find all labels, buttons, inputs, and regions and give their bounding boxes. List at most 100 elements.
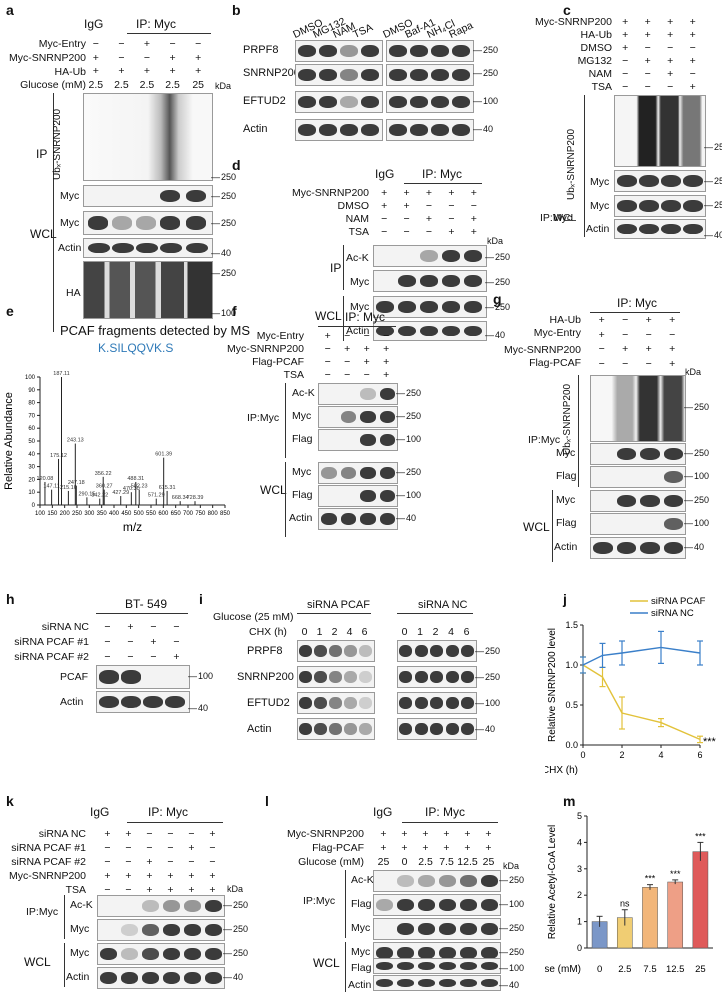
lane-sign: + [143, 65, 151, 78]
lane-sign: + [485, 842, 492, 854]
mw-marker: 250 [223, 924, 248, 934]
blot-right [386, 119, 474, 141]
blot-label: Myc [350, 301, 370, 313]
x-tick-label: 300 [84, 511, 95, 517]
y-tick-label: 0 [32, 503, 36, 509]
lane-sign: − [425, 226, 433, 238]
ms-peak-label: 147.11 [43, 484, 59, 490]
band [399, 645, 412, 657]
blot-ub [83, 93, 213, 181]
row-label: Flag-PCAF [312, 842, 364, 854]
blot [373, 918, 501, 940]
lane-sign: + [470, 187, 477, 199]
blot-left [295, 91, 383, 113]
ub-label: Ubₓ-SNRNP200 [52, 108, 63, 180]
x-tick-label: 0 [597, 964, 602, 975]
lane-sign: + [622, 343, 629, 355]
time-label: 4 [346, 626, 353, 638]
lane-sign: 25 [482, 856, 495, 868]
band [399, 697, 412, 709]
x-tick-label: 25 [695, 964, 706, 975]
lane-sign: + [344, 343, 351, 355]
row-label: Myc-Entry [533, 327, 581, 339]
mw-marker: 40 [396, 513, 416, 523]
lane-sign: − [622, 328, 629, 341]
lane-sign: 25 [192, 79, 205, 92]
band [430, 645, 443, 657]
ms-peak-label: 488.31 [127, 476, 144, 482]
ms-peak-label: 187.11 [53, 371, 69, 377]
y-tick-label: 1.5 [565, 620, 578, 630]
y-tick-label: 2 [577, 890, 582, 900]
time-label: 2 [331, 626, 338, 638]
lane-sign: + [188, 842, 195, 854]
mw-marker: 250 [684, 448, 709, 458]
blot-label: Actin [586, 223, 610, 235]
mw-marker: 100 [211, 308, 236, 318]
blot-ub [614, 95, 706, 167]
lane-sign: + [401, 828, 408, 840]
blot [318, 429, 398, 451]
lane-sign: + [689, 16, 696, 28]
lane-sign: + [448, 226, 455, 238]
panel-label-g: g [493, 291, 502, 307]
blot [318, 508, 398, 530]
y-tick-label: 100 [25, 375, 36, 381]
y-tick-label: 0.0 [565, 740, 578, 750]
mw-marker: 250 [704, 142, 722, 152]
band [399, 671, 412, 683]
x-tick-label: 2 [619, 750, 624, 760]
lane-sign: + [669, 357, 676, 370]
lane-sign: − [104, 636, 111, 648]
blot-myc-wcl [373, 296, 487, 318]
mw-marker: 100 [188, 671, 213, 681]
kda-label: kDa [215, 81, 232, 91]
lane-sign: − [667, 42, 674, 54]
row-label: Myc-SNRNP200 [291, 187, 369, 199]
band [460, 947, 477, 959]
band [360, 490, 376, 502]
band [640, 542, 660, 554]
band [418, 947, 435, 959]
band [329, 645, 342, 657]
band [299, 671, 312, 683]
lane-sign: + [383, 343, 390, 355]
lane-sign: + [146, 870, 153, 882]
band [121, 948, 138, 960]
y-tick-label: 60 [28, 426, 35, 432]
lane-sign: + [667, 68, 674, 80]
blot-pcaf [96, 665, 190, 689]
band [376, 899, 393, 911]
blot-actin [83, 238, 213, 258]
blot [97, 967, 225, 989]
band [142, 900, 159, 912]
band [340, 96, 358, 108]
mw-marker: 40 [499, 980, 519, 990]
band [361, 96, 379, 108]
blot-left [297, 718, 375, 740]
blot-left [295, 40, 383, 62]
lane-sign: + [644, 55, 651, 67]
lane-sign: + [464, 828, 471, 840]
x-axis-label: Glucose (mM) [545, 964, 581, 975]
blot-label: Ac-K [351, 874, 374, 886]
lane-sign: + [380, 842, 387, 854]
band [298, 45, 316, 57]
wcl-side-label: WCL [523, 520, 550, 534]
band [431, 45, 449, 57]
band [397, 875, 414, 887]
band [360, 434, 376, 446]
time-label: 0 [301, 626, 308, 638]
lane-sign: − [188, 856, 195, 868]
band [461, 723, 474, 735]
mw-marker: 250 [499, 947, 524, 957]
blot [97, 943, 225, 965]
row-label: MG132 [577, 55, 612, 67]
blot-label: Actin [346, 325, 370, 337]
blot-label: Ac-K [70, 899, 93, 911]
band [340, 124, 358, 136]
kda-label: kDa [503, 861, 520, 871]
lane-sign: + [464, 842, 471, 854]
lane-sign: 2.5 [418, 856, 433, 868]
lane-sign: + [195, 51, 202, 64]
